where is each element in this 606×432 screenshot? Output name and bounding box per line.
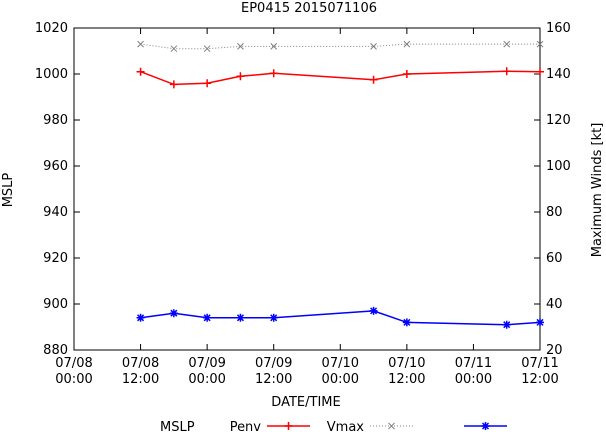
data-point bbox=[403, 40, 411, 48]
data-point bbox=[269, 69, 278, 78]
y-left-tick-label: 880 bbox=[43, 343, 68, 358]
x-tick-label-time: 00:00 bbox=[188, 372, 225, 387]
y-axis-label-left: MSLP bbox=[1, 173, 16, 208]
data-point bbox=[369, 75, 378, 84]
data-point bbox=[536, 67, 544, 76]
y-right-tick-label: 80 bbox=[546, 205, 563, 220]
legend-label: Penv bbox=[230, 420, 262, 432]
legend-title: MSLP bbox=[160, 420, 195, 432]
x-tick-label-date: 07/09 bbox=[255, 356, 292, 371]
y-left-tick-label: 900 bbox=[43, 297, 68, 312]
x-axis-label: DATE/TIME bbox=[271, 395, 340, 410]
data-point bbox=[136, 67, 145, 76]
chart-title: EP0415 2015071106 bbox=[241, 1, 377, 16]
x-tick-label-date: 07/08 bbox=[122, 356, 159, 371]
y-right-tick-label: 100 bbox=[546, 159, 571, 174]
plot-frame bbox=[73, 27, 541, 351]
x-tick-label-time: 12:00 bbox=[122, 372, 159, 387]
series-line bbox=[140, 43, 540, 50]
data-point bbox=[536, 318, 544, 327]
y-axis-label-right: Maximum Winds [kt] bbox=[590, 123, 605, 258]
x-tick-label-date: 07/11 bbox=[521, 356, 558, 371]
legend-marker bbox=[284, 422, 293, 430]
x-tick-label-time: 00:00 bbox=[455, 372, 492, 387]
data-point bbox=[536, 40, 544, 48]
series-vmax bbox=[137, 40, 544, 53]
x-tick-label-time: 00:00 bbox=[55, 372, 92, 387]
legend: MSLP Penv Vmax bbox=[160, 420, 507, 432]
legend-items: Penv Vmax bbox=[230, 420, 507, 432]
x-tick-label-date: 07/10 bbox=[322, 356, 359, 371]
y-left-tick-label: 980 bbox=[43, 113, 68, 128]
data-point bbox=[402, 318, 411, 327]
x-tick-label-time: 12:00 bbox=[255, 372, 292, 387]
x-tick-label-date: 07/11 bbox=[455, 356, 492, 371]
data-point bbox=[236, 72, 245, 81]
data-point bbox=[136, 313, 145, 322]
legend-item: Penv bbox=[230, 420, 310, 432]
x-tick-label-date: 07/09 bbox=[188, 356, 225, 371]
series-line bbox=[140, 310, 541, 326]
y-right-tick-label: 140 bbox=[546, 67, 571, 82]
series-line bbox=[140, 70, 541, 86]
data-point bbox=[137, 40, 144, 48]
data-point bbox=[203, 79, 212, 88]
data-point bbox=[203, 313, 212, 322]
data-point bbox=[270, 43, 278, 50]
data-point bbox=[170, 45, 178, 53]
y-right-tick-label: 40 bbox=[546, 297, 563, 312]
series-layer bbox=[136, 40, 544, 329]
x-tick-label-time: 12:00 bbox=[388, 372, 425, 387]
series-unnamed-2 bbox=[136, 306, 544, 329]
data-point bbox=[236, 313, 245, 322]
y-left-tick-label: 920 bbox=[43, 251, 68, 266]
x-tick-label-date: 07/08 bbox=[55, 356, 92, 371]
data-point bbox=[370, 43, 377, 50]
data-point bbox=[502, 320, 511, 329]
y-right-tick-label: 60 bbox=[546, 251, 563, 266]
y-left-tick-label: 960 bbox=[43, 159, 68, 174]
y-right-tick-label: 20 bbox=[546, 343, 563, 358]
x-tick-label-time: 12:00 bbox=[521, 372, 558, 387]
data-point bbox=[502, 67, 511, 76]
data-point bbox=[369, 306, 378, 315]
data-point bbox=[402, 70, 411, 78]
y-right-tick-label: 160 bbox=[546, 21, 571, 36]
legend-marker bbox=[481, 422, 490, 430]
y-left-tick-label: 940 bbox=[43, 205, 68, 220]
data-point bbox=[169, 309, 178, 318]
legend-marker bbox=[388, 422, 395, 430]
y-right-tick-label: 120 bbox=[546, 113, 571, 128]
legend-item: Vmax bbox=[327, 420, 413, 432]
data-point bbox=[169, 80, 178, 89]
x-tick-label-date: 07/10 bbox=[388, 356, 425, 371]
data-point bbox=[237, 43, 244, 50]
data-point bbox=[203, 45, 211, 53]
series-penv bbox=[136, 67, 544, 89]
data-point bbox=[503, 40, 511, 48]
y-left-tick-label: 1020 bbox=[35, 21, 68, 36]
legend-item bbox=[464, 422, 507, 430]
legend-label: Vmax bbox=[327, 420, 365, 432]
y-left-tick-label: 1000 bbox=[35, 67, 68, 82]
data-point bbox=[269, 313, 278, 322]
x-tick-label-time: 00:00 bbox=[322, 372, 359, 387]
axes-layer: 880 900 920 940 960 980 1000 1020 20 40 60 80 100 120… bbox=[35, 21, 571, 387]
